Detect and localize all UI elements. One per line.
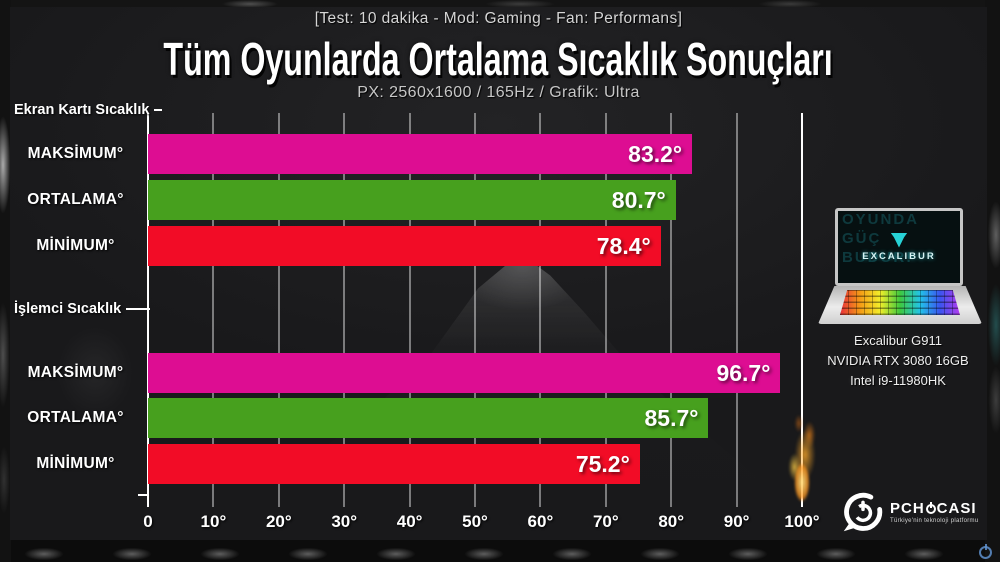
brand-name-left: PCH [890, 500, 925, 517]
header: [Test: 10 dakika - Mod: Gaming - Fan: Pe… [10, 10, 987, 102]
row-label: MİNİMUM° [36, 455, 115, 472]
bar-gpu-max: 83.2° [148, 134, 693, 174]
x-axis-tick-label: 40° [396, 512, 423, 531]
gridline [736, 113, 738, 507]
bar-value-label: 96.7° [716, 359, 771, 386]
blurred-edge-bottom [0, 539, 1000, 562]
gridline [605, 113, 607, 507]
laptop-image: OYUNDA GÜÇ BUDUR! EXCALIBUR [818, 208, 982, 334]
blurred-edge-left [0, 0, 11, 562]
laptop-model: Excalibur G911 [854, 333, 942, 348]
group-header-cpu: İşlemci Sıcaklık [14, 301, 150, 317]
gridline [670, 113, 672, 507]
power-icon [979, 544, 992, 559]
row-label: MİNİMUM° [36, 237, 115, 254]
axis-foot [138, 494, 148, 496]
x-axis-tick-label: 0 [143, 512, 153, 531]
flame-icon [771, 412, 833, 507]
laptop-specs: Excalibur G911 NVIDIA RTX 3080 16GB Inte… [800, 331, 996, 391]
x-axis-tick-label: 10° [200, 512, 227, 531]
gridline [278, 113, 280, 507]
row-label: MAKSİMUM° [27, 145, 124, 162]
group-header-cpu-label: İşlemci Sıcaklık [14, 301, 122, 317]
laptop-cpu: Intel i9-11980HK [850, 373, 946, 389]
x-axis-tick-label: 30° [331, 512, 358, 531]
x-axis-tick-label: 60° [527, 512, 554, 531]
bar-value-label: 80.7° [611, 186, 666, 213]
group-header-connector-line [154, 109, 163, 111]
brand-name-right: CASI [936, 500, 977, 517]
group-header-gpu-label: Ekran Kartı Sıcaklık [14, 102, 150, 118]
gridline [539, 113, 541, 507]
gridline [801, 113, 803, 507]
bar-cpu-min: 75.2° [148, 444, 640, 484]
gridline [474, 113, 476, 507]
laptop-gpu: NVIDIA RTX 3080 16GB [827, 353, 969, 369]
bar-gpu-min: 78.4° [148, 226, 661, 266]
x-axis-tick-label: 80° [658, 512, 685, 531]
bar-gpu-avg: 80.7° [148, 180, 676, 220]
brand-tagline: Türkiye'nin teknoloji platformu [890, 518, 979, 524]
pchocasi-wordmark: PCH CASI [890, 500, 978, 517]
bar-value-label: 75.2° [575, 450, 630, 477]
x-axis-tick-label: 50° [462, 512, 488, 531]
gridline [409, 113, 411, 507]
bar-value-label: 85.7° [644, 404, 699, 431]
gridline [147, 113, 149, 507]
pchocasi-power-icon [843, 492, 883, 532]
blurred-edge-top [0, 0, 1000, 8]
bar-cpu-max: 96.7° [148, 353, 781, 393]
row-label: ORTALAMA° [27, 409, 124, 426]
brand-power-o-icon [925, 501, 936, 514]
gridline [343, 113, 345, 507]
bar-value-label: 78.4° [596, 232, 651, 259]
gridline [212, 113, 214, 507]
pchocasi-logo: PCH CASI Türkiye'nin teknoloji platformu [842, 487, 988, 537]
bar-cpu-avg: 85.7° [148, 398, 709, 438]
group-header-connector-line [126, 308, 150, 310]
x-axis-tick-label: 100° [784, 512, 820, 531]
laptop-rgb-keyboard [840, 290, 960, 315]
x-axis-tick-label: 90° [723, 512, 750, 531]
row-label: ORTALAMA° [27, 191, 124, 208]
laptop-screen: OYUNDA GÜÇ BUDUR! EXCALIBUR [835, 208, 963, 286]
x-axis-tick-label: 70° [592, 512, 619, 531]
smoke-background [40, 302, 150, 442]
bar-value-label: 83.2° [628, 140, 683, 167]
page-title: Tüm Oyunlarda Ortalama Sıcaklık Sonuçlar… [163, 33, 834, 85]
test-info-line: [Test: 10 dakika - Mod: Gaming - Fan: Pe… [314, 10, 683, 27]
row-label: MAKSİMUM° [27, 364, 124, 381]
bar-chart: 0 10° 20° 30° 40° 50° 60° 70° 80° 90° 100° 83.2° 8… [138, 113, 820, 531]
blurred-edge-right [985, 0, 1000, 562]
subtitle: PX: 2560x1600 / 165Hz / Grafik: Ultra [357, 84, 640, 101]
excalibur-logo-text: EXCALIBUR [862, 250, 936, 262]
group-header-gpu: Ekran Kartı Sıcaklık [14, 102, 163, 118]
laptop-screen-background-text: OYUNDA GÜÇ BUDUR! [842, 211, 920, 266]
x-axis-tick-label: 20° [265, 512, 292, 531]
